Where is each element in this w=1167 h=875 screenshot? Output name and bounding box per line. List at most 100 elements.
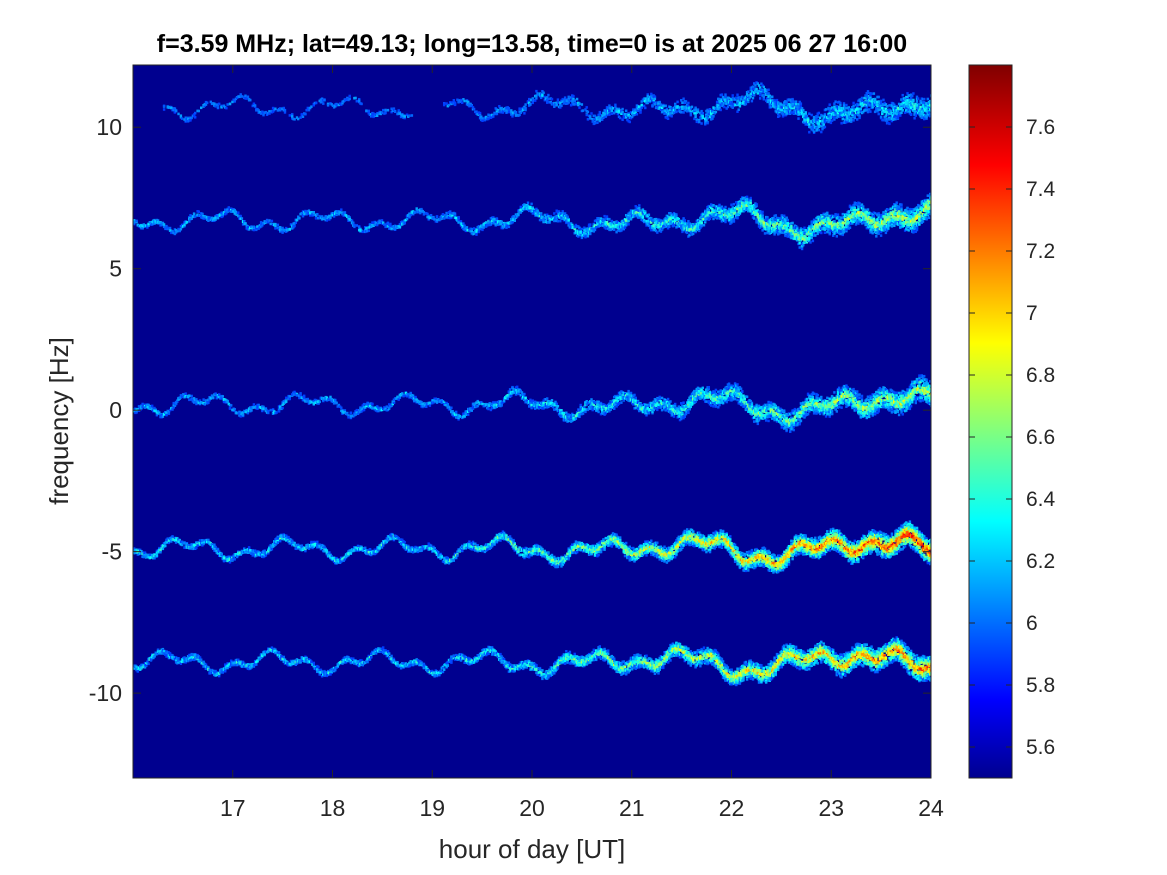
- trace-cell: [838, 226, 841, 230]
- trace-cell: [727, 97, 731, 100]
- trace-cell: [320, 100, 324, 103]
- trace-cell: [829, 121, 833, 125]
- trace-cell: [233, 99, 236, 102]
- trace-cell: [253, 226, 257, 230]
- trace-cell: [318, 214, 321, 218]
- trace-cell: [805, 230, 809, 234]
- trace-cell: [923, 101, 926, 104]
- trace-cell: [435, 215, 439, 218]
- trace-cell: [625, 109, 628, 113]
- trace-cell: [332, 212, 336, 215]
- trace-cell: [838, 107, 841, 110]
- trace-cell: [761, 84, 764, 87]
- trace-cell: [686, 106, 689, 110]
- trace-cell: [865, 109, 868, 112]
- trace-cell: [688, 109, 691, 112]
- trace-cell: [511, 115, 514, 118]
- trace-cell: [812, 130, 816, 133]
- trace-cell: [841, 225, 844, 228]
- trace-cell: [687, 235, 690, 238]
- trace-cell: [528, 101, 531, 105]
- trace-cell: [632, 108, 635, 111]
- trace-cell: [259, 221, 263, 224]
- trace-cell: [239, 93, 242, 96]
- trace-cell: [773, 99, 776, 102]
- trace-cell: [798, 246, 801, 249]
- trace-cell: [732, 202, 736, 206]
- trace-cell: [596, 221, 599, 225]
- trace-cell: [808, 130, 811, 134]
- trace-cell: [320, 218, 324, 221]
- trace-cell: [445, 213, 448, 217]
- trace-cell: [247, 97, 251, 101]
- trace-cell: [834, 113, 837, 116]
- trace-cell: [841, 117, 844, 121]
- trace-cell: [665, 220, 669, 224]
- trace-cell: [868, 108, 871, 111]
- trace-cell: [399, 221, 403, 224]
- trace-cell: [532, 209, 536, 213]
- trace-cell: [689, 113, 692, 117]
- trace-cell: [680, 99, 683, 102]
- trace-cell: [607, 111, 610, 115]
- trace-cell: [639, 209, 642, 213]
- trace-cell: [797, 110, 800, 114]
- trace-cell: [259, 112, 263, 115]
- trace-cell: [854, 223, 858, 226]
- trace-cell: [852, 216, 855, 220]
- trace-cell: [749, 196, 752, 200]
- trace-cell: [915, 106, 919, 110]
- trace-cell: [666, 110, 670, 114]
- trace-cell: [865, 223, 868, 226]
- trace-cell: [762, 93, 765, 97]
- trace-cell: [816, 228, 819, 232]
- trace-cell: [198, 214, 202, 217]
- trace-cell: [710, 203, 713, 206]
- trace-cell: [658, 106, 661, 109]
- trace-cell: [710, 215, 713, 218]
- trace-cell: [750, 89, 754, 92]
- trace-cell: [707, 112, 710, 116]
- trace-cell: [384, 224, 387, 228]
- trace-cell: [687, 104, 690, 108]
- trace-cell: [640, 106, 643, 109]
- trace-cell: [768, 219, 771, 223]
- trace-cell: [642, 220, 646, 224]
- trace-cell: [780, 105, 783, 109]
- trace-cell: [857, 222, 860, 225]
- trace-cell: [271, 106, 275, 110]
- trace-cell: [482, 226, 485, 229]
- trace-cell: [701, 116, 704, 119]
- trace-cell: [573, 99, 576, 102]
- trace-cell: [828, 219, 831, 223]
- trace-cell: [840, 121, 843, 125]
- trace-cell: [490, 221, 494, 225]
- trace-cell: [300, 113, 303, 117]
- trace-cell: [733, 209, 737, 212]
- trace-cell: [808, 237, 811, 241]
- trace-cell: [613, 221, 616, 224]
- trace-cell: [792, 112, 795, 115]
- trace-cell: [524, 106, 527, 110]
- trace-cell: [469, 227, 472, 231]
- trace-cell: [787, 106, 791, 110]
- trace-cell: [696, 110, 700, 114]
- trace-cell: [823, 215, 827, 218]
- trace-cell: [522, 108, 525, 111]
- trace-cell: [687, 220, 690, 223]
- trace-cell: [255, 228, 258, 232]
- trace-cell: [732, 217, 736, 221]
- trace-cell: [273, 108, 276, 112]
- trace-cell: [708, 217, 712, 221]
- trace-cell: [889, 109, 892, 113]
- trace-cell: [398, 225, 402, 228]
- trace-cell: [291, 113, 294, 117]
- trace-cell: [869, 95, 872, 99]
- trace-cell: [820, 124, 823, 128]
- trace-cell: [720, 211, 724, 214]
- trace-cell: [311, 211, 314, 214]
- trace-cell: [305, 108, 308, 112]
- trace-cell: [921, 111, 925, 114]
- trace-cell: [615, 230, 618, 234]
- trace-cell: [926, 114, 929, 117]
